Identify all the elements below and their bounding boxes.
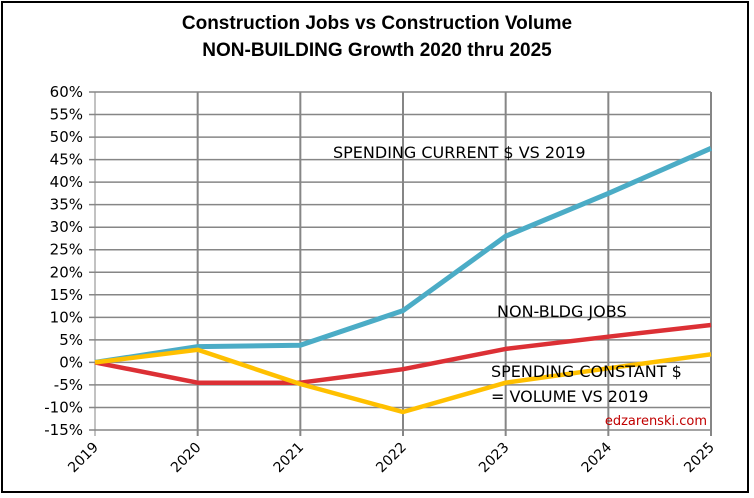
y-tick-label: 0% xyxy=(59,353,83,371)
x-tick-label: 2024 xyxy=(579,439,616,476)
y-tick-label: 45% xyxy=(50,151,83,169)
y-tick-label: 50% xyxy=(50,128,83,146)
y-tick-label: 60% xyxy=(50,83,83,101)
x-tick-label: 2025 xyxy=(681,440,718,477)
y-tick-label: 15% xyxy=(50,286,83,304)
gridlines xyxy=(89,91,712,436)
y-tick-label: 20% xyxy=(50,263,83,281)
y-tick-label: 25% xyxy=(50,241,83,259)
y-tick-label: 40% xyxy=(50,173,83,191)
y-tick-label: 30% xyxy=(50,218,83,236)
y-tick-label: 55% xyxy=(50,106,83,124)
series-lines xyxy=(94,146,713,415)
x-tick-label: 2021 xyxy=(271,440,308,477)
annotation-spending-current: SPENDING CURRENT $ VS 2019 xyxy=(333,143,586,162)
chart-title: Construction Jobs vs Construction Volume xyxy=(181,13,573,34)
annotation-spending-constant-line2: = VOLUME VS 2019 xyxy=(491,387,648,406)
annotation-non-bldg-jobs: NON-BLDG JOBS xyxy=(497,302,627,321)
y-tick-label: -5% xyxy=(54,376,83,394)
annotation-spending-constant-line1: SPENDING CONSTANT $ xyxy=(491,362,682,381)
y-tick-label: -10% xyxy=(44,398,83,416)
y-tick-label: 10% xyxy=(50,308,83,326)
y-tick-label: 35% xyxy=(50,196,83,214)
x-tick-label: 2023 xyxy=(476,440,513,477)
x-tick-label: 2019 xyxy=(65,440,102,477)
y-tick-label: -15% xyxy=(44,421,83,439)
chart-subtitle: NON-BUILDING Growth 2020 thru 2025 xyxy=(202,40,552,61)
y-tick-label: 5% xyxy=(59,331,83,349)
watermark: edzarenski.com xyxy=(605,414,707,429)
x-tick-label: 2022 xyxy=(373,440,410,477)
y-axis-ticks: 60% 55% 50% 45% 40% 35% 30% 25% 20% 15% 10% 5% 0% -5%… xyxy=(44,83,83,439)
x-axis-ticks: 2019 2020 2021 2022 2023 2024 2025 xyxy=(65,439,718,476)
x-tick-label: 2020 xyxy=(168,440,205,477)
